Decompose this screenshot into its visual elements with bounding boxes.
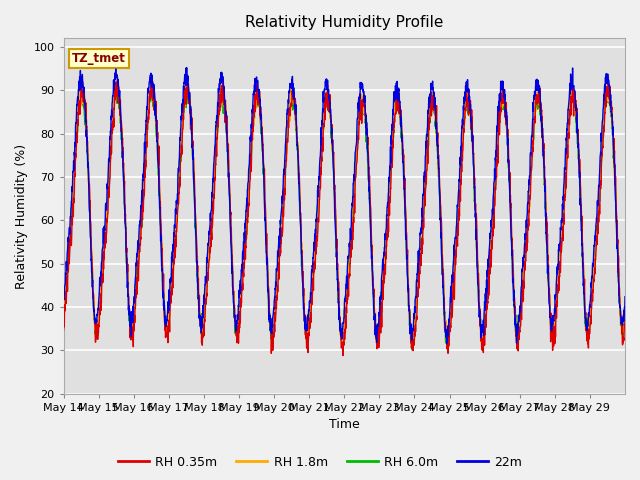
- X-axis label: Time: Time: [329, 419, 360, 432]
- Y-axis label: Relativity Humidity (%): Relativity Humidity (%): [15, 144, 28, 288]
- Text: TZ_tmet: TZ_tmet: [72, 52, 126, 65]
- Title: Relativity Humidity Profile: Relativity Humidity Profile: [245, 15, 444, 30]
- Legend: RH 0.35m, RH 1.8m, RH 6.0m, 22m: RH 0.35m, RH 1.8m, RH 6.0m, 22m: [113, 451, 527, 474]
